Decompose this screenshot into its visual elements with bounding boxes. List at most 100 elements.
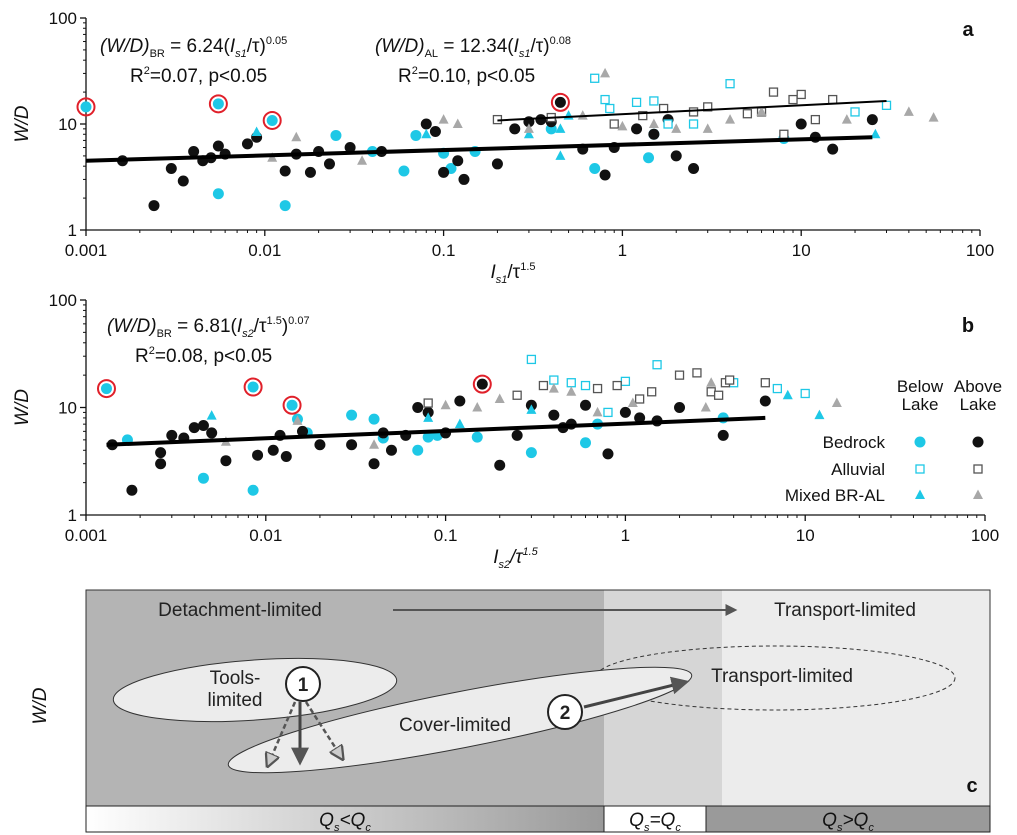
text-piece: 2 [412,65,418,77]
point [831,397,842,408]
point [212,98,224,110]
point [526,404,537,414]
label: Cover-limited [399,715,511,736]
point [631,97,642,108]
point [866,114,878,126]
text-piece: BR [157,328,172,340]
label: limited [208,690,263,711]
point [166,429,178,441]
text-piece: /τ) [247,36,266,57]
text-piece: = 12.34( [438,36,514,57]
panel-label: a [962,19,974,41]
ellipse-tools [112,657,398,723]
text-piece: s1 [496,274,508,286]
text-piece: =Q [649,810,675,831]
point [438,114,449,124]
point [197,420,209,432]
point [165,163,177,175]
y-tick-label: 1 [68,221,77,240]
text-piece: R [130,66,144,87]
y-tick-label: 10 [58,399,77,418]
point [346,439,358,451]
point [779,129,789,139]
text-piece: <Q [339,810,365,831]
point [252,449,264,461]
point [280,451,292,463]
point [554,96,566,108]
legend-marker [973,464,983,474]
text-piece: s1 [519,48,531,60]
text-piece: =0.07, p<0.05 [150,66,267,87]
point [599,169,611,181]
text-piece: Q [629,810,644,831]
text-piece: s [837,822,843,834]
text-piece: = 6.81( [172,316,238,337]
point [688,163,700,175]
point [600,67,611,78]
point [491,158,503,170]
point [759,395,771,407]
point [454,418,465,429]
text-piece: /τ [507,262,520,283]
annotation: (W/D)BR = 6.24(Is1/τ)0.05 [100,35,287,60]
point [429,125,441,137]
point [212,140,224,152]
point [304,166,316,178]
x-tick-label: 0.1 [432,241,456,260]
point [369,439,380,449]
highlight-ring [262,110,282,130]
point [440,399,451,410]
point [870,128,881,139]
point [648,128,660,140]
fit-line [106,415,766,447]
panel-label: c [966,775,977,797]
point [548,409,560,421]
point [555,123,566,133]
point [602,448,614,460]
point [476,378,488,390]
point [267,444,279,456]
point [452,155,464,167]
regime-bar [603,805,707,833]
text-piece: 1.5 [267,315,282,327]
legend-label: Bedrock [823,433,886,452]
text-piece: I [514,36,520,57]
point [155,458,167,470]
text-piece: 0.05 [266,35,287,47]
point [188,146,200,158]
annotation: (W/D)BR = 6.81(Is2/τ1.5)0.07 [107,315,310,340]
regime-label: Qs=Qc [629,810,681,834]
point [671,123,682,133]
x-tick-label: 10 [796,526,815,545]
point [663,119,673,129]
point [511,429,523,441]
text-piece: =0.08, p<0.05 [155,346,272,367]
point [279,165,291,177]
y-tick-label: 1 [68,506,77,525]
point [454,395,466,407]
point [634,394,645,404]
point [634,412,646,424]
legend-marker [914,436,926,448]
text-piece: c [675,822,681,834]
point [297,425,309,437]
point [266,114,278,126]
point [452,118,463,128]
point [458,173,470,185]
label: Detachment-limited [158,600,322,621]
text-piece: s [644,822,650,834]
x-tick-label: 0.001 [65,526,108,545]
step-label: 2 [560,703,571,724]
point [814,409,825,420]
point [251,126,262,137]
point [422,431,434,443]
text-piece: I [237,316,243,337]
point [247,381,259,393]
annotation: (W/D)AL = 12.34(Is1/τ)0.08 [375,35,571,60]
point [589,163,601,175]
x-tick-label: 10 [792,241,811,260]
text-piece: = 6.24( [165,36,231,57]
point [827,143,839,155]
point [850,107,860,117]
